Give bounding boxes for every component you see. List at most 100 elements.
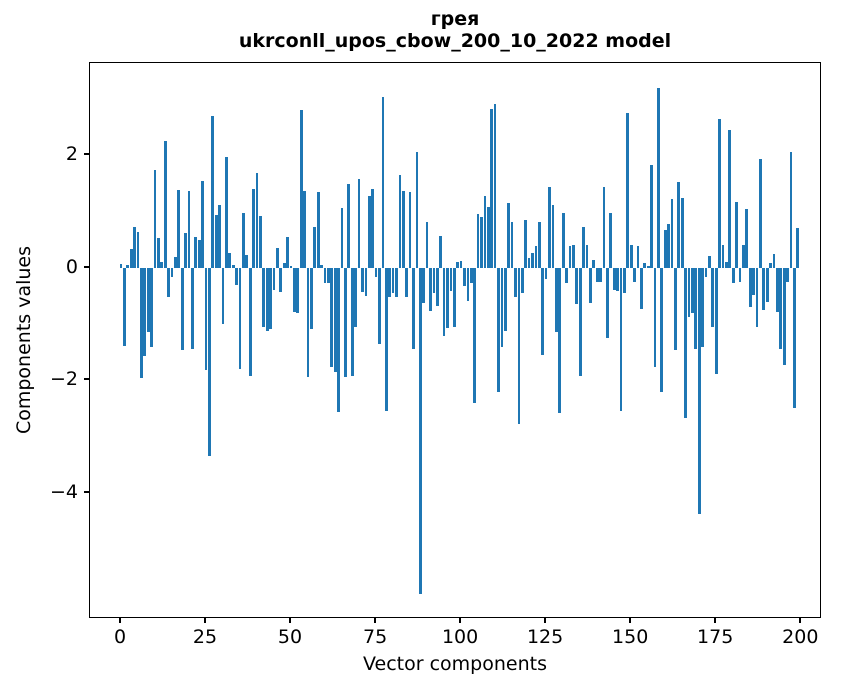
bar-component-93 xyxy=(435,267,439,307)
bar-component-40 xyxy=(255,172,259,268)
y-tick-mark-0 xyxy=(84,265,89,268)
bar-component-35 xyxy=(238,267,242,369)
bar-component-134 xyxy=(575,267,579,304)
bar-component-163 xyxy=(674,267,677,350)
bar-component-62 xyxy=(330,267,334,368)
bar-component-64 xyxy=(337,267,340,413)
bar-component-78 xyxy=(384,267,388,411)
bar-component-98 xyxy=(452,267,456,327)
chart-title-line2: ukrconll_upos_cbow_200_10_2022 model xyxy=(238,30,672,52)
x-tick-label-0: 0 xyxy=(113,626,127,648)
y-tick-label-0: 0 xyxy=(65,255,78,278)
bar-component-45 xyxy=(272,267,276,291)
bar-component-109 xyxy=(490,109,494,268)
bar-component-38 xyxy=(248,267,252,376)
bar-component-36 xyxy=(242,213,245,268)
bar-component-110 xyxy=(493,104,497,268)
bar-component-72 xyxy=(364,267,368,296)
bar-component-190 xyxy=(765,267,769,302)
bar-component-151 xyxy=(633,267,636,282)
bar-component-154 xyxy=(643,263,647,268)
bar-component-120 xyxy=(527,258,531,268)
bar-component-54 xyxy=(303,191,306,268)
bar-component-143 xyxy=(606,267,609,339)
y-tick-label--4: −4 xyxy=(49,480,78,503)
bar-component-121 xyxy=(531,253,534,268)
bar-component-95 xyxy=(442,267,446,337)
bar-component-152 xyxy=(636,245,640,268)
bar-component-158 xyxy=(657,88,660,268)
bar-component-81 xyxy=(395,267,398,297)
bar-component-188 xyxy=(759,159,762,268)
bar-component-13 xyxy=(163,141,167,268)
y-tick-mark--2 xyxy=(84,378,89,381)
bar-component-16 xyxy=(174,256,177,268)
bar-component-46 xyxy=(276,247,279,268)
chart-title-line1: грея xyxy=(430,8,480,30)
x-tick-mark-75 xyxy=(374,618,377,623)
bar-component-177 xyxy=(721,244,725,268)
bar-component-128 xyxy=(554,267,558,333)
x-tick-label-125: 125 xyxy=(526,626,564,648)
bar-component-47 xyxy=(279,267,283,292)
bar-component-96 xyxy=(446,267,449,328)
bar-component-176 xyxy=(718,118,721,268)
bar-component-11 xyxy=(157,238,160,268)
bar-component-157 xyxy=(653,267,657,368)
bar-component-194 xyxy=(779,267,783,349)
bar-component-15 xyxy=(170,267,174,278)
bar-component-60 xyxy=(323,267,327,283)
x-tick-label-200: 200 xyxy=(782,626,819,648)
bar-component-7 xyxy=(143,267,147,356)
bar-component-172 xyxy=(704,267,708,277)
x-tick-mark-175 xyxy=(714,618,717,623)
bar-component-165 xyxy=(680,197,684,268)
bar-component-195 xyxy=(782,267,786,366)
bar-component-33 xyxy=(231,264,235,268)
x-tick-mark-125 xyxy=(544,618,547,623)
bar-component-99 xyxy=(456,262,460,268)
bar-component-199 xyxy=(796,228,800,268)
bar-component-97 xyxy=(449,267,453,292)
bar-component-167 xyxy=(687,267,691,318)
bar-component-159 xyxy=(660,267,664,393)
x-tick-label-25: 25 xyxy=(192,626,218,648)
bar-component-0 xyxy=(119,263,123,268)
x-tick-label-50: 50 xyxy=(277,626,303,648)
bar-component-156 xyxy=(650,165,653,268)
bar-component-43 xyxy=(265,267,269,331)
bar-component-171 xyxy=(701,267,704,348)
bar-component-25 xyxy=(204,267,208,370)
bar-component-155 xyxy=(646,265,650,268)
bar-component-70 xyxy=(357,179,361,268)
bar-component-3 xyxy=(129,249,133,268)
bar-component-26 xyxy=(208,267,211,456)
bar-component-132 xyxy=(568,246,572,268)
bar-component-74 xyxy=(371,188,375,268)
bar-component-197 xyxy=(789,151,793,268)
y-tick-mark--4 xyxy=(84,490,89,493)
bar-component-129 xyxy=(558,267,562,414)
bar-component-92 xyxy=(432,267,436,293)
bar-component-144 xyxy=(609,212,613,268)
bar-component-57 xyxy=(313,227,317,268)
bar-component-65 xyxy=(340,208,344,268)
bar-component-103 xyxy=(469,267,473,284)
bar-component-119 xyxy=(524,220,528,268)
bar-component-112 xyxy=(500,267,504,347)
bar-component-73 xyxy=(367,195,371,268)
bar-component-125 xyxy=(544,267,548,279)
bar-component-148 xyxy=(623,267,626,294)
x-tick-mark-0 xyxy=(119,618,121,623)
bar-component-71 xyxy=(361,267,364,292)
bar-component-12 xyxy=(160,262,164,268)
bar-component-85 xyxy=(408,192,412,268)
bar-component-186 xyxy=(752,267,755,296)
bar-component-80 xyxy=(391,267,395,293)
bar-component-142 xyxy=(602,186,606,268)
bar-component-8 xyxy=(146,267,150,333)
bar-component-52 xyxy=(296,267,300,314)
bar-component-127 xyxy=(551,204,555,268)
bar-component-17 xyxy=(177,190,181,268)
